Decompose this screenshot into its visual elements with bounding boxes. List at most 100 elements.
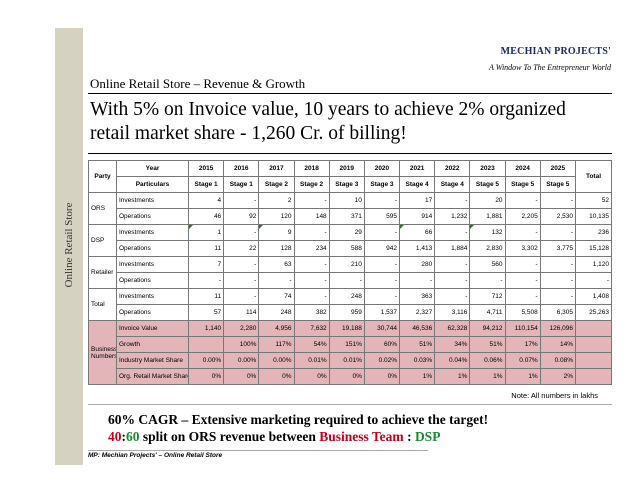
- metric-cell: Invoice Value: [116, 320, 189, 337]
- metric-value-cell: 2,280: [223, 320, 260, 337]
- party-header: Party: [88, 160, 117, 193]
- value-cell: 9: [258, 224, 295, 241]
- stage-cell: Stage 1: [187, 176, 225, 193]
- value-cell: -: [504, 224, 541, 241]
- total-cell: 15,128: [575, 240, 612, 257]
- value-cell: 1,413: [399, 240, 436, 257]
- value-cell: 248: [328, 288, 365, 305]
- value-cell: 2,830: [469, 240, 506, 257]
- value-cell: 128: [258, 240, 295, 257]
- particular-cell: Operations: [116, 304, 189, 321]
- value-cell: -: [293, 224, 330, 241]
- metric-value-cell: 34%: [434, 336, 471, 353]
- total-cell: 10,135: [575, 208, 612, 225]
- brand-tagline: A Window To The Entrepreneur World: [488, 63, 611, 72]
- table-row: Total Investments 11-74-248-363-712- -1,408: [88, 288, 612, 321]
- metric-value-cell: 1%: [469, 368, 506, 385]
- party-cell: Total: [88, 288, 117, 321]
- business-team-label: Business Team: [319, 429, 404, 444]
- metric-value-cell: 126,096: [539, 320, 577, 337]
- metric-value-cell: 0%: [328, 368, 365, 385]
- note-divider: [88, 404, 612, 405]
- total-header: Total: [575, 160, 612, 193]
- value-cell: 1,232: [434, 208, 471, 225]
- metric-value-cell: 117%: [258, 336, 295, 353]
- total-cell: 52: [575, 192, 612, 209]
- value-cell: 22: [223, 240, 260, 257]
- table-row: Org. Retail Market Share 0% 0% 0% 0% 0% 0% 1% 1%…: [89, 368, 612, 385]
- metric-value-cell: 0%: [258, 368, 295, 385]
- metric-value-cell: 51%: [469, 336, 506, 353]
- stage-cell: Stage 1: [223, 176, 260, 193]
- value-cell: 29: [328, 224, 365, 241]
- year-header: Year: [116, 160, 189, 177]
- metric-value-cell: 0.00%: [223, 352, 260, 369]
- party-cell: DSP: [88, 224, 117, 257]
- value-cell: -: [539, 256, 577, 273]
- total-cell: 25,263: [575, 304, 612, 321]
- year-cell: 2024: [504, 160, 541, 177]
- value-cell: 148: [293, 208, 330, 225]
- metric-value-cell: 4,956: [258, 320, 295, 337]
- value-cell: 712: [469, 288, 506, 305]
- year-cell: 2021: [399, 160, 436, 177]
- value-cell: 132: [469, 224, 506, 241]
- value-cell: 7: [187, 256, 225, 273]
- value-cell: 363: [399, 288, 436, 305]
- value-cell: 914: [399, 208, 436, 225]
- metric-value-cell: 151%: [328, 336, 365, 353]
- value-cell: 2,530: [539, 208, 577, 225]
- metric-value-cell: 0.01%: [328, 352, 365, 369]
- metric-value-cell: 19,188: [328, 320, 365, 337]
- total-cell: 1,408: [575, 288, 612, 305]
- particular-cell: Operations: [116, 208, 189, 225]
- split-colon: :: [403, 429, 415, 444]
- value-cell: 371: [328, 208, 365, 225]
- year-cell: 2020: [363, 160, 401, 177]
- total-cell: -: [575, 272, 612, 289]
- value-cell: -: [399, 272, 436, 289]
- dsp-label: DSP: [414, 429, 441, 444]
- slide-title: With 5% on Invoice value, 10 years to ac…: [90, 99, 566, 144]
- value-cell: 11: [187, 288, 225, 305]
- value-cell: -: [434, 224, 471, 241]
- year-cell: 2023: [469, 160, 506, 177]
- value-cell: 4,711: [469, 304, 506, 321]
- metric-value-cell: 0.08%: [539, 352, 577, 369]
- value-cell: -: [223, 288, 260, 305]
- split-text: split on ORS revenue between: [139, 429, 320, 444]
- value-cell: 10: [328, 192, 365, 209]
- metric-value-cell: 0%: [363, 368, 401, 385]
- side-banner-label: Online Retail Store: [63, 202, 75, 288]
- metric-cell: Industry Market Share: [116, 352, 189, 369]
- value-cell: 5,508: [504, 304, 541, 321]
- party-cell: ORS: [88, 192, 117, 225]
- year-cell: 2015: [187, 160, 225, 177]
- value-cell: -: [434, 272, 471, 289]
- value-cell: -: [539, 288, 577, 305]
- value-cell: 20: [469, 192, 506, 209]
- metric-cell: Growth: [116, 336, 189, 353]
- value-cell: -: [223, 272, 260, 289]
- value-cell: 942: [363, 240, 401, 257]
- metric-value-cell: 0.00%: [187, 352, 225, 369]
- side-banner: [55, 28, 83, 465]
- value-cell: 120: [258, 208, 295, 225]
- metric-value-cell: 1%: [434, 368, 471, 385]
- metric-value-cell: 0.06%: [469, 352, 506, 369]
- party-cell: Retailer: [88, 256, 117, 289]
- metric-value-cell: 1%: [504, 368, 541, 385]
- value-cell: -: [434, 288, 471, 305]
- metric-value-cell: 0.07%: [504, 352, 541, 369]
- metric-total-cell: [575, 320, 612, 337]
- value-cell: 595: [363, 208, 401, 225]
- value-cell: 66: [399, 224, 436, 241]
- metric-value-cell: 7,632: [293, 320, 330, 337]
- metric-value-cell: 54%: [293, 336, 330, 353]
- particular-cell: Operations: [116, 240, 189, 257]
- year-cell: 2025: [539, 160, 577, 177]
- metric-value-cell: 2%: [539, 368, 577, 385]
- value-cell: 959: [328, 304, 365, 321]
- value-cell: 2,205: [504, 208, 541, 225]
- total-cell: 1,120: [575, 256, 612, 273]
